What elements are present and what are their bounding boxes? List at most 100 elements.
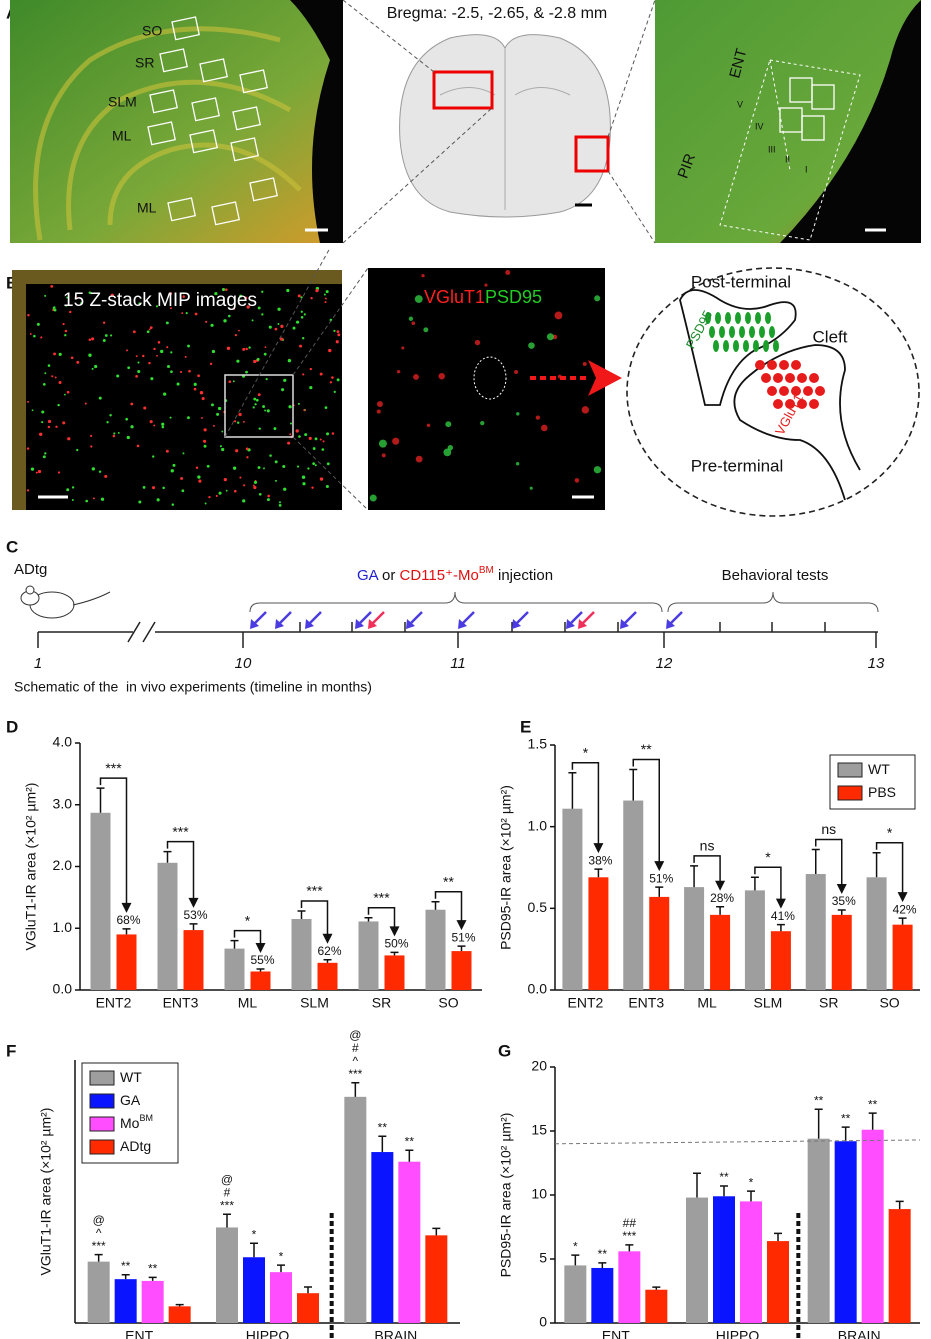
significance: ns — [821, 821, 836, 837]
legend-swatch — [89, 1093, 115, 1109]
punctum — [267, 494, 270, 498]
punctum — [256, 357, 260, 361]
y-tick-label: 1.5 — [528, 736, 548, 752]
mo-label: CD115⁺-Mo — [400, 567, 479, 584]
behavior-label: Behavioral tests — [722, 567, 829, 584]
y-axis-label: VGluT1-IR area (×10² µm²) — [23, 783, 39, 951]
punctum — [102, 339, 106, 342]
bar — [744, 890, 765, 990]
x-tick-label: SLM — [754, 995, 783, 1011]
y-tick-label: 0.0 — [53, 981, 73, 997]
error-bar — [390, 951, 399, 956]
punctum — [155, 305, 159, 308]
psd-punctum — [705, 312, 711, 324]
punctum — [149, 420, 153, 424]
punctum — [258, 492, 262, 496]
punctum — [303, 409, 306, 412]
significance: @ — [93, 1213, 105, 1227]
bar — [807, 1138, 830, 1323]
error-bar — [431, 900, 440, 910]
punctum — [66, 296, 69, 299]
arrow-head — [566, 619, 575, 629]
significance: *** — [92, 1239, 106, 1253]
bar — [216, 1227, 238, 1323]
comparison-arrow — [632, 758, 660, 864]
arrow-head — [588, 360, 622, 396]
significance: ^ — [96, 1226, 102, 1240]
punctum — [331, 376, 334, 379]
punctum — [535, 415, 541, 420]
panel-label: F — [6, 1041, 16, 1060]
arrow-head — [121, 902, 132, 913]
punctum — [296, 465, 300, 468]
legend-swatch — [837, 785, 863, 801]
punctum — [302, 337, 305, 340]
punctum — [26, 489, 30, 492]
punctum — [137, 361, 140, 364]
percent-label: 62% — [317, 944, 341, 958]
arrow-head — [715, 880, 726, 891]
punctum — [91, 467, 95, 471]
mip-image — [12, 270, 342, 510]
punctum — [257, 466, 261, 469]
punctum — [130, 402, 134, 406]
punctum — [35, 471, 38, 474]
punctum — [181, 489, 185, 493]
percent-label: 53% — [183, 908, 207, 922]
significance: @ — [349, 1028, 361, 1042]
punctum — [246, 456, 249, 459]
puncta — [26, 284, 341, 507]
bar — [645, 1289, 668, 1323]
punctum — [223, 319, 227, 323]
vesicle — [797, 399, 807, 409]
x-tick-label: ENT3 — [628, 995, 664, 1011]
panel-b: 15 Z-stack MIP images VGluT1PSD95 Post-t… — [12, 247, 920, 517]
bar — [114, 1279, 137, 1323]
panel-c: ADtg GA or CD115⁺-MoBM injection Behavio… — [14, 561, 885, 695]
punctum — [135, 355, 138, 358]
legend-name: WT — [868, 761, 890, 777]
layer-label: SLM — [108, 94, 137, 110]
punctum — [57, 471, 61, 474]
punctum — [323, 293, 326, 296]
comparison-arrow — [166, 840, 195, 900]
punctum — [110, 334, 113, 337]
punctum — [136, 444, 140, 448]
punctum — [197, 475, 201, 479]
punctum — [65, 304, 68, 307]
error-bar — [256, 968, 265, 972]
punctum — [138, 302, 141, 305]
error-bar — [774, 1232, 782, 1242]
roi-box — [239, 69, 268, 94]
punctum — [423, 327, 429, 333]
bar — [157, 862, 178, 990]
percent-label: 28% — [710, 891, 734, 905]
error-bar — [814, 1108, 823, 1139]
punctum — [104, 474, 108, 478]
significance: *** — [373, 889, 390, 905]
punctum — [161, 422, 165, 426]
psd-punctum — [719, 326, 725, 338]
arrow-head — [897, 892, 908, 903]
punctum — [127, 366, 131, 370]
x-tick-label: BRAIN — [374, 1328, 417, 1339]
bar — [686, 1197, 708, 1323]
timeline-break — [133, 620, 155, 644]
roi-entorhinal — [574, 135, 610, 173]
significance: *** — [172, 823, 189, 839]
punctum — [153, 347, 156, 351]
error-bar — [571, 1254, 580, 1266]
comparison-arrow — [300, 900, 329, 936]
punctum — [277, 307, 281, 311]
bar — [866, 877, 887, 990]
psd-punctum — [769, 326, 775, 338]
punctum — [283, 487, 287, 491]
punctum — [324, 406, 328, 409]
punctum — [264, 409, 267, 412]
punctum — [381, 453, 386, 458]
punctum — [70, 356, 74, 360]
punctum — [104, 334, 108, 337]
bar — [291, 918, 312, 990]
punctum — [245, 347, 248, 351]
bar — [805, 874, 826, 990]
